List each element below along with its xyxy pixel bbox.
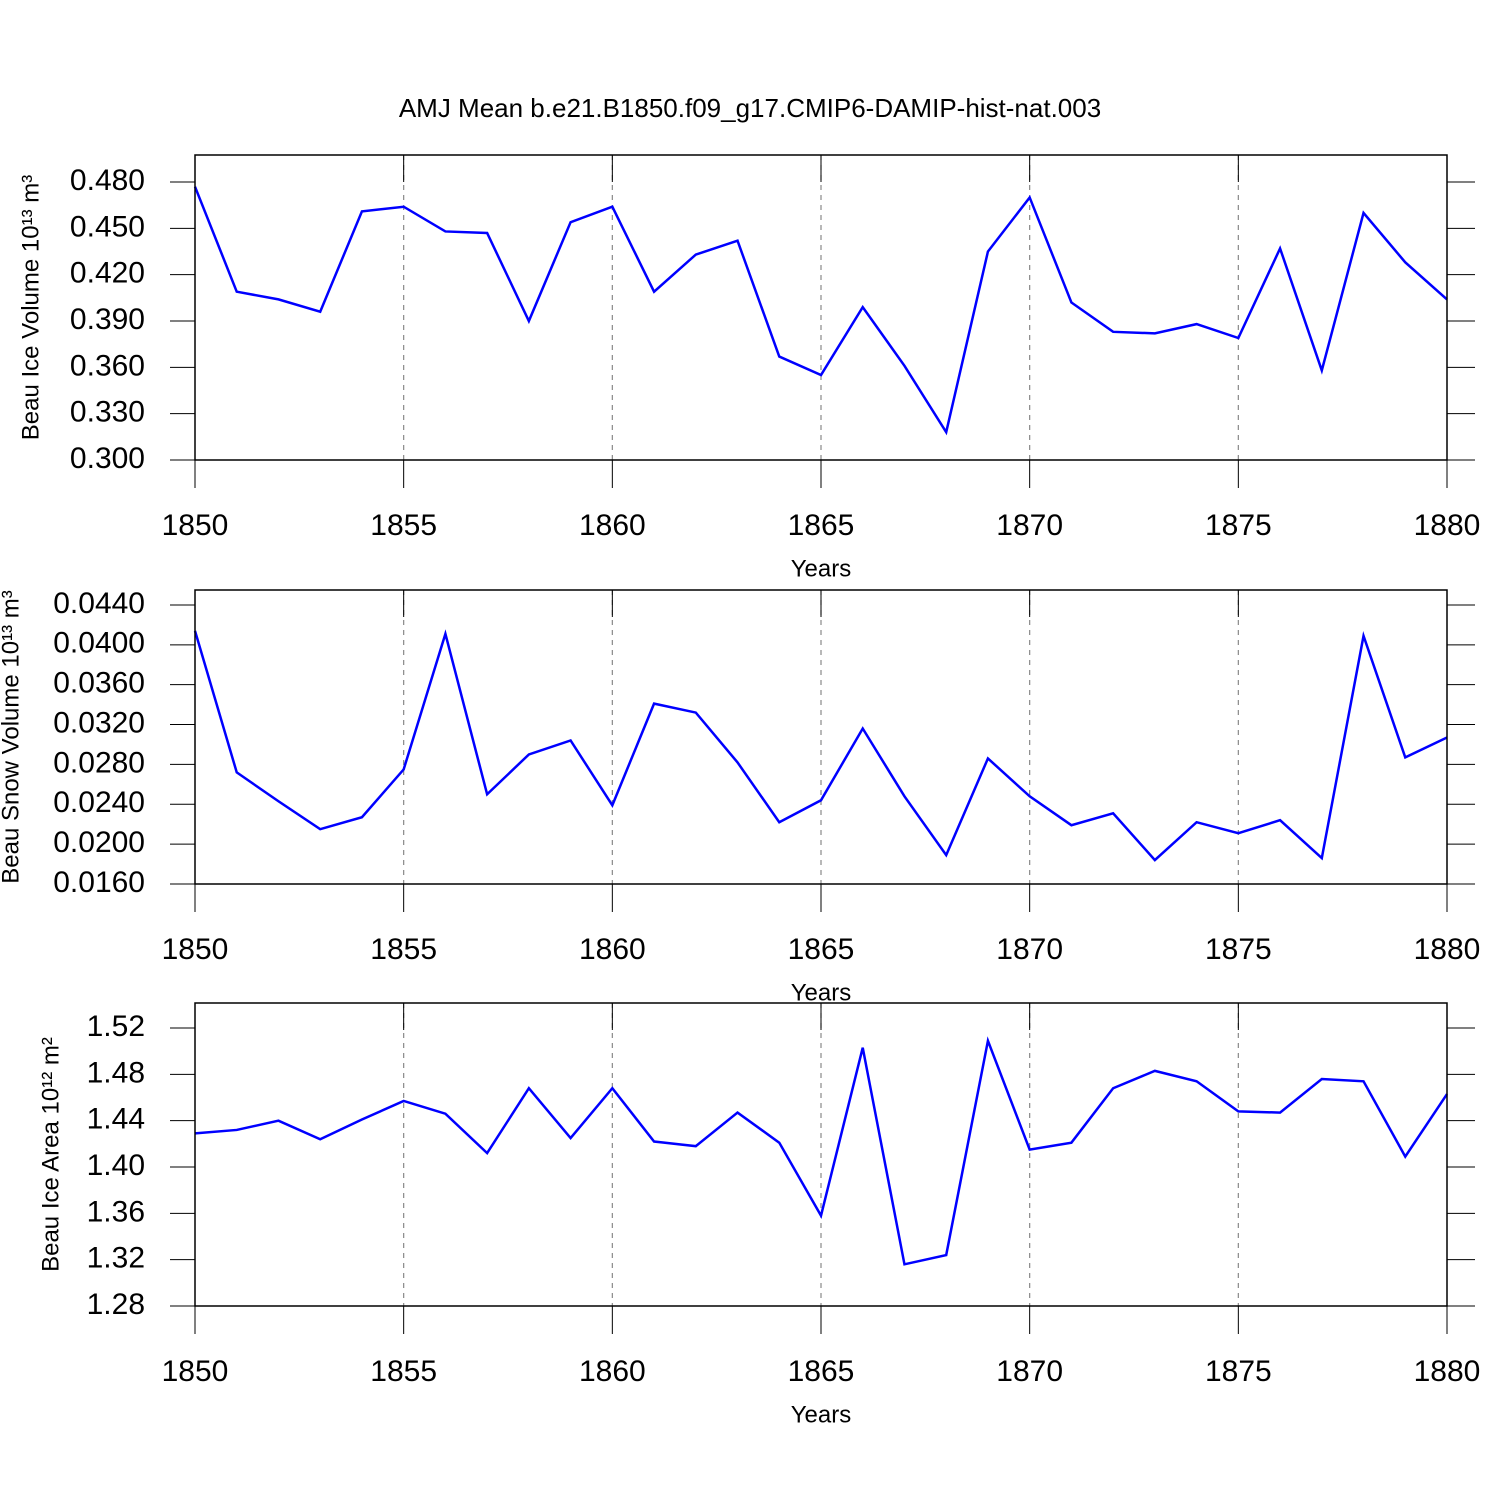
x-tick-label: 1880 (1414, 509, 1481, 542)
x-tick-label: 1855 (370, 509, 437, 542)
plot-frame (194, 154, 1448, 461)
plot-frame (194, 589, 1448, 885)
x-tick-label: 1855 (370, 1355, 437, 1388)
y-tick-label: 0.480 (70, 164, 145, 197)
data-line (194, 1036, 1449, 1266)
y-tick-label: 0.420 (70, 257, 145, 290)
y-tick-label: 0.330 (70, 396, 145, 429)
y-tick-label: 0.0440 (53, 587, 145, 620)
data-line (193, 629, 1448, 862)
chart-title: AMJ Mean b.e21.B1850.f09_g17.CMIP6-DAMIP… (399, 93, 1101, 123)
x-tick-label: 1865 (788, 1355, 855, 1388)
y-tick-label: 0.450 (70, 210, 145, 243)
x-tick-label: 1875 (1205, 1355, 1272, 1388)
y-tick-label: 1.48 (87, 1056, 145, 1089)
y-tick-label: 0.0280 (53, 746, 145, 779)
y-tick-label: 0.300 (70, 442, 145, 475)
x-tick-label: 1850 (162, 1355, 229, 1388)
x-tick-label: 1870 (996, 933, 1063, 966)
x-tick-label: 1870 (996, 509, 1063, 542)
x-tick-label: 1860 (579, 1355, 646, 1388)
y-tick-label: 0.0360 (53, 667, 145, 700)
x-axis-label: Years (791, 1401, 852, 1428)
x-tick-label: 1870 (996, 1355, 1063, 1388)
y-tick-label: 1.40 (87, 1149, 145, 1182)
y-tick-label: 0.390 (70, 303, 145, 336)
y-axis-label: Beau Ice Area 10¹² m² (37, 1037, 64, 1272)
y-tick-label: 0.0320 (53, 706, 145, 739)
y-tick-label: 0.360 (70, 349, 145, 382)
y-tick-label: 1.36 (87, 1195, 145, 1228)
y-tick-label: 1.28 (87, 1288, 145, 1321)
y-axis-label: Beau Snow Volume 10¹³ m³ (0, 590, 24, 883)
x-tick-label: 1875 (1205, 509, 1272, 542)
x-tick-label: 1875 (1205, 933, 1272, 966)
y-tick-label: 1.32 (87, 1242, 145, 1275)
y-tick-label: 0.0240 (53, 786, 145, 819)
y-tick-label: 0.0160 (53, 866, 145, 899)
x-tick-label: 1865 (788, 509, 855, 542)
y-axis-label: Beau Ice Volume 10¹³ m³ (17, 175, 44, 440)
x-axis-label: Years (791, 555, 852, 582)
x-tick-label: 1865 (788, 933, 855, 966)
y-tick-label: 1.44 (87, 1103, 145, 1136)
x-tick-label: 1860 (579, 509, 646, 542)
x-tick-label: 1850 (162, 509, 229, 542)
data-line (193, 186, 1448, 436)
x-tick-label: 1855 (370, 933, 437, 966)
x-tick-label: 1880 (1414, 1355, 1481, 1388)
x-axis-label: Years (791, 979, 852, 1006)
x-tick-label: 1860 (579, 933, 646, 966)
plot-frame (194, 1002, 1448, 1307)
y-tick-label: 0.0200 (53, 826, 145, 859)
x-tick-label: 1880 (1414, 933, 1481, 966)
y-tick-label: 1.52 (87, 1010, 145, 1043)
x-tick-label: 1850 (162, 933, 229, 966)
y-tick-label: 0.0400 (53, 627, 145, 660)
